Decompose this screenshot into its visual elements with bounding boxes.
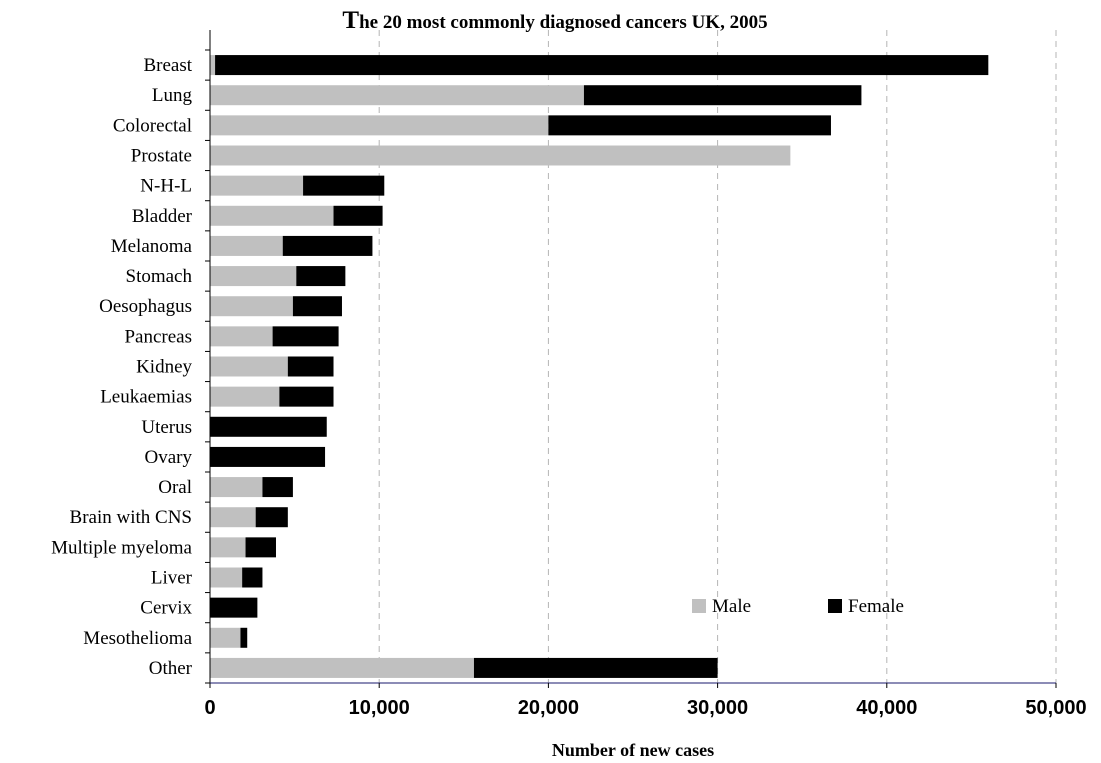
bar-male-oesophagus: [210, 296, 293, 317]
category-label: Uterus: [141, 417, 192, 438]
bar-female-colorectal: [548, 115, 831, 136]
chart-title-rest: he 20 most commonly diagnosed cancers UK…: [359, 12, 767, 33]
category-label: Mesothelioma: [83, 628, 192, 649]
category-label: Liver: [151, 568, 193, 589]
chart-title: The 20 most commonly diagnosed cancers U…: [342, 7, 767, 34]
bar-female-cervix: [210, 597, 258, 618]
bar-female-oral: [262, 477, 293, 498]
category-label: Cervix: [140, 598, 192, 619]
bar-male-bladder: [210, 205, 334, 226]
category-label: N-H-L: [140, 176, 192, 197]
category-label: Melanoma: [111, 236, 193, 257]
bar-female-pancreas: [272, 326, 339, 347]
bar-male-kidney: [210, 356, 288, 377]
category-label: Ovary: [145, 447, 193, 468]
bar-male-liver: [210, 567, 243, 588]
legend-swatch-female: [828, 599, 842, 613]
bar-male-other: [210, 657, 474, 678]
bar-male-prostate: [210, 145, 791, 166]
bar-female-stomach: [296, 266, 346, 287]
chart-title-initial: T: [342, 7, 359, 34]
category-label: Prostate: [131, 146, 192, 167]
legend-label-male: Male: [712, 596, 751, 617]
x-tick-label: 40,000: [856, 697, 917, 719]
bar-male-n-h-l: [210, 175, 304, 196]
bar-male-mesothelioma: [210, 627, 241, 648]
bar-female-breast: [215, 55, 989, 76]
category-label: Oral: [158, 477, 192, 498]
bar-female-ovary: [210, 446, 326, 467]
axes: [205, 30, 1057, 688]
x-tick-label: 20,000: [518, 697, 579, 719]
category-label: Oesophagus: [99, 296, 192, 317]
bar-female-n-h-l: [303, 175, 385, 196]
legend-label-female: Female: [848, 596, 904, 617]
category-label: Brain with CNS: [70, 507, 192, 528]
category-label: Colorectal: [113, 115, 192, 136]
bar-male-pancreas: [210, 326, 273, 347]
bar-female-liver: [242, 567, 263, 588]
gridlines: [378, 30, 1057, 683]
bars: [210, 55, 989, 678]
category-label: Lung: [152, 85, 193, 106]
x-tick-label: 30,000: [687, 697, 748, 719]
bar-male-colorectal: [210, 115, 549, 136]
category-label: Stomach: [126, 266, 193, 287]
bar-female-multiple-myeloma: [245, 537, 276, 558]
tick-labels: 0 10,000 20,000 30,000 40,000 50,000: [204, 697, 1086, 719]
bar-female-kidney: [287, 356, 334, 377]
x-tick-label: 0: [204, 697, 215, 719]
x-axis-title: Number of new cases: [552, 740, 714, 760]
legend-swatch-male: [692, 599, 706, 613]
x-tick-label: 10,000: [349, 697, 410, 719]
bar-male-stomach: [210, 266, 297, 287]
category-label: Other: [149, 658, 193, 679]
bar-female-leukaemias: [279, 386, 334, 407]
bar-male-breast: [210, 55, 216, 76]
category-label: Leukaemias: [100, 387, 192, 408]
category-label: Pancreas: [124, 326, 192, 347]
bar-female-other: [473, 657, 718, 678]
bar-female-uterus: [210, 416, 327, 437]
category-label: Breast: [143, 55, 192, 76]
legend: Male Female: [692, 596, 904, 617]
bar-female-mesothelioma: [240, 627, 248, 648]
category-labels: Breast Lung Colorectal Prostate N-H-L Bladder…: [51, 55, 193, 679]
x-tick-label: 50,000: [1025, 697, 1086, 719]
bar-female-lung: [583, 85, 862, 106]
bar-male-oral: [210, 477, 263, 498]
category-label: Kidney: [136, 357, 192, 378]
category-label: Bladder: [132, 206, 193, 227]
bar-male-leukaemias: [210, 386, 280, 407]
category-label: Multiple myeloma: [51, 537, 192, 558]
bar-male-melanoma: [210, 235, 283, 256]
bar-female-oesophagus: [292, 296, 342, 317]
bar-female-melanoma: [282, 235, 373, 256]
bar-male-multiple-myeloma: [210, 537, 246, 558]
bar-female-brain-with-cns: [255, 507, 288, 528]
bar-male-brain-with-cns: [210, 507, 256, 528]
bar-female-bladder: [333, 205, 383, 226]
bar-male-lung: [210, 85, 584, 106]
